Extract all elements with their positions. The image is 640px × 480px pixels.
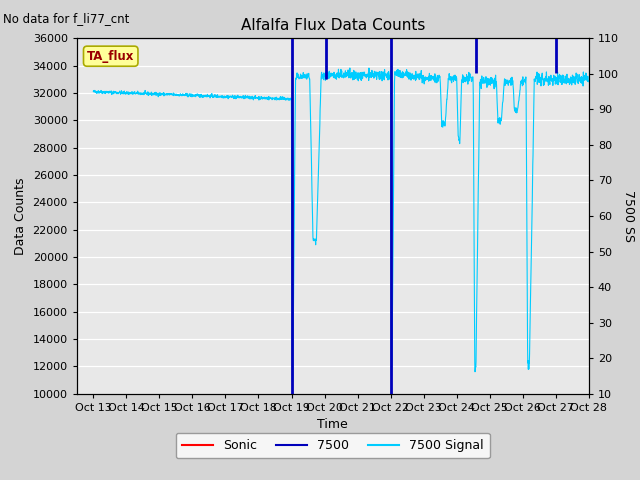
Text: No data for f_li77_cnt: No data for f_li77_cnt (3, 12, 129, 25)
Text: TA_flux: TA_flux (87, 50, 134, 63)
X-axis label: Time: Time (317, 418, 348, 431)
Title: Alfalfa Flux Data Counts: Alfalfa Flux Data Counts (241, 18, 425, 33)
Y-axis label: Data Counts: Data Counts (14, 177, 27, 255)
Y-axis label: 7500 SS: 7500 SS (623, 190, 636, 242)
Legend: Sonic, 7500, 7500 Signal: Sonic, 7500, 7500 Signal (175, 433, 490, 458)
